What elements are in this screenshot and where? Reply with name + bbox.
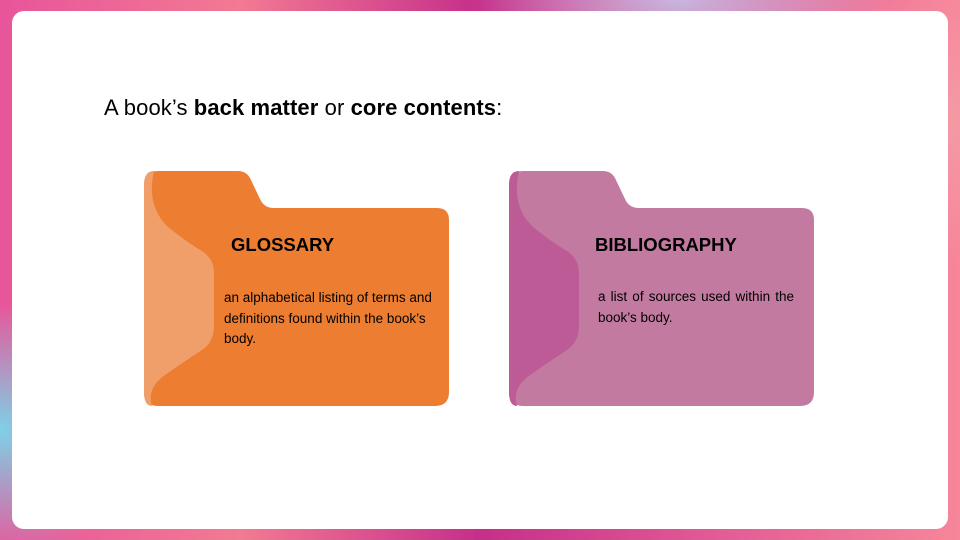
heading-prefix: A book’s xyxy=(104,95,194,120)
bibliography-title: BIBLIOGRAPHY xyxy=(595,234,737,255)
bibliography-description: a list of sources used within the book’s… xyxy=(598,289,794,325)
heading-bold-back-matter: back matter xyxy=(193,95,319,120)
glossary-description: an alphabetical listing of terms and def… xyxy=(224,290,432,346)
folder-shape-icon xyxy=(144,171,449,406)
heading-bold-core-contents: core contents xyxy=(350,95,497,120)
glossary-title: GLOSSARY xyxy=(231,234,335,255)
glossary-folder: GLOSSARY an alphabetical listing of term… xyxy=(144,171,449,406)
heading-suffix: : xyxy=(496,95,503,120)
bibliography-folder: BIBLIOGRAPHY a list of sources used with… xyxy=(509,171,814,406)
slide-heading: A book’s back matter or core contents: xyxy=(104,95,502,121)
folder-shape-icon xyxy=(509,171,814,406)
heading-middle: or xyxy=(318,95,351,120)
